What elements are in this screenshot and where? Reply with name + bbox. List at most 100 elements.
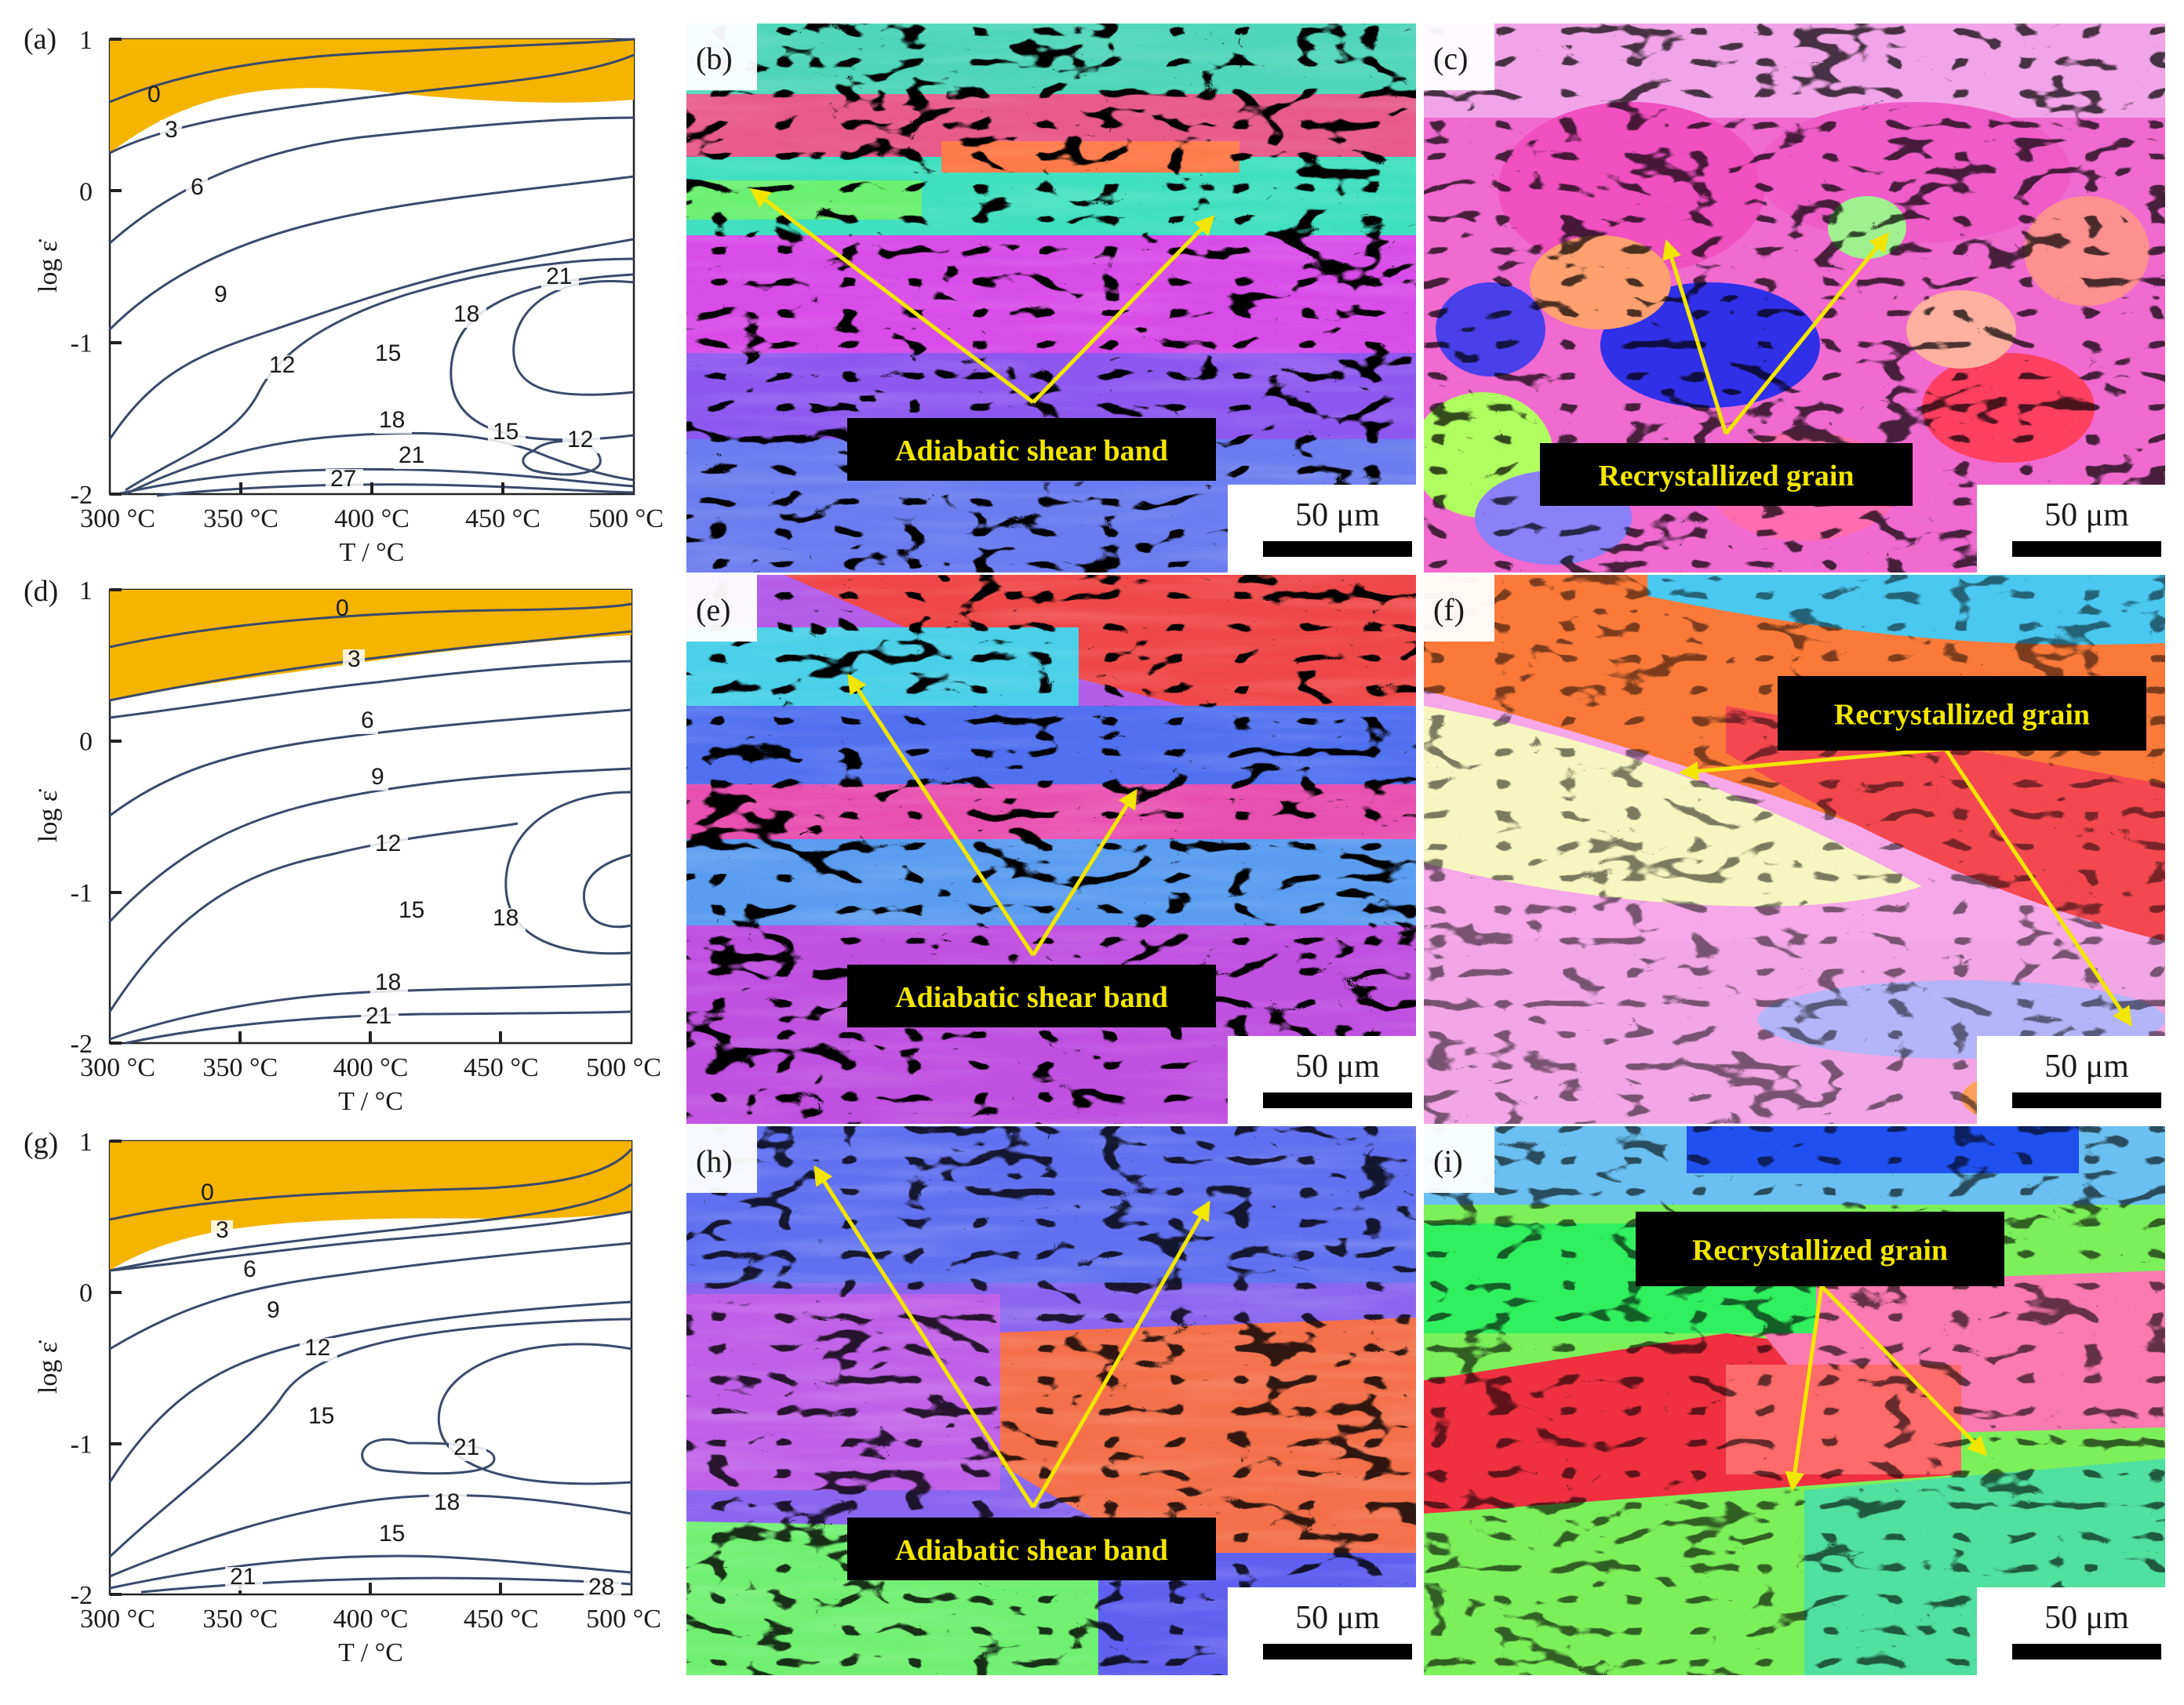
- micrograph-f: [1424, 575, 2165, 1124]
- y-tick-label: 0: [79, 1279, 93, 1308]
- contour-label: 15: [308, 1403, 334, 1429]
- y-tick-label: 1: [79, 26, 93, 55]
- x-axis-label: T / °C: [338, 1087, 403, 1116]
- contour-label: 15: [379, 1521, 405, 1547]
- micrograph-b: [686, 24, 1416, 573]
- panel-letter: (c): [1433, 41, 1468, 76]
- contour-label: 0: [201, 1180, 214, 1205]
- contour-label: 12: [567, 427, 593, 453]
- y-tick-label: 1: [79, 576, 93, 605]
- scale-bar: [1263, 1092, 1412, 1108]
- x-tick-label: 400 °C: [334, 504, 410, 533]
- contour-label: 15: [375, 340, 401, 366]
- arrows: [750, 187, 2132, 1509]
- x-tick-label: 400 °C: [333, 1605, 409, 1634]
- x-tick-label: 350 °C: [203, 504, 278, 533]
- panel-letter: (b): [696, 41, 733, 76]
- scale-bar: [2012, 1644, 2161, 1660]
- contour-label: 6: [243, 1256, 257, 1282]
- contour-label: 18: [434, 1489, 460, 1515]
- feature-label: Adiabatic shear band: [895, 981, 1168, 1014]
- y-tick-label: 0: [79, 728, 93, 757]
- x-ticks-a: [239, 482, 504, 494]
- scale-box: [1228, 1036, 1416, 1124]
- contour-label: 3: [348, 646, 361, 672]
- x-tick-label: 500 °C: [588, 504, 664, 533]
- contour-label: 9: [214, 282, 228, 307]
- contour-label: 21: [453, 1434, 479, 1460]
- contour-label: 15: [399, 897, 424, 923]
- feature-label: Recrystallized grain: [1692, 1234, 1948, 1267]
- x-tick-label: 300 °C: [80, 1053, 155, 1082]
- contour-label: 12: [269, 352, 295, 378]
- panel-letter: (g): [24, 1127, 58, 1160]
- micrograph-c: [1424, 24, 2165, 573]
- contour-label: 27: [330, 466, 356, 492]
- label-box: [847, 1518, 1216, 1580]
- y-ticks-a: [110, 38, 122, 496]
- contour-label: 12: [375, 831, 401, 856]
- contour-label: 3: [216, 1217, 229, 1243]
- contour-label: 18: [453, 301, 479, 327]
- panel-letter: (d): [24, 575, 58, 608]
- scale-box: [1228, 1587, 1416, 1675]
- y-axis-label: log ε̇: [34, 789, 63, 842]
- scale-box: [1977, 1587, 2165, 1675]
- y-axis-label: log ε̇: [34, 239, 63, 293]
- x-tick-label: 400 °C: [333, 1053, 409, 1082]
- contour-label: 9: [267, 1297, 280, 1323]
- scale-label: 50 μm: [2044, 1049, 2129, 1085]
- contour-label: 6: [191, 174, 204, 200]
- scale-label: 50 μm: [2044, 1600, 2129, 1636]
- scale-label: 50 μm: [1295, 1049, 1380, 1085]
- contour-label: 18: [379, 407, 405, 433]
- contour-label: 15: [493, 419, 519, 445]
- contour-label: 21: [399, 442, 424, 468]
- y-tick-label: -2: [71, 481, 93, 510]
- panel-letter: (h): [696, 1143, 733, 1179]
- y-tick-label: -2: [71, 1581, 93, 1610]
- x-tick-label: 500 °C: [586, 1605, 661, 1634]
- x-ticks-d: [238, 1031, 502, 1043]
- micrograph-e: [686, 575, 1416, 1124]
- x-tick-label: 450 °C: [465, 504, 541, 533]
- contour-label: 0: [147, 82, 161, 107]
- scale-bar: [2012, 541, 2161, 557]
- contour-label: 21: [230, 1564, 256, 1590]
- x-tick-label: 300 °C: [80, 1605, 155, 1634]
- y-tick-label: 0: [79, 177, 93, 206]
- y-ticks-g: [110, 1140, 122, 1596]
- contour-label: 9: [371, 764, 384, 790]
- y-tick-label: -1: [71, 878, 93, 907]
- x-axis-label: T / °C: [338, 1638, 403, 1667]
- label-box: [847, 418, 1216, 481]
- scale-bar: [2012, 1092, 2161, 1108]
- feature-label: Adiabatic shear band: [895, 1534, 1168, 1567]
- label-box: [1778, 676, 2146, 751]
- contour-label: 18: [375, 969, 401, 995]
- scale-label: 50 μm: [1295, 1600, 1380, 1636]
- label-box: [847, 965, 1216, 1027]
- feature-label: Recrystallized grain: [1598, 460, 1854, 493]
- plot-g: [108, 1140, 633, 1596]
- x-axis-label: T / °C: [340, 538, 405, 567]
- contour-label: 21: [366, 1003, 391, 1029]
- contours-d: [108, 602, 632, 1045]
- scale-box: [1228, 485, 1416, 573]
- y-tick-label: -2: [71, 1030, 93, 1059]
- x-tick-label: 500 °C: [586, 1053, 661, 1082]
- instability-region-d: [110, 590, 632, 700]
- scale-box: [1977, 1036, 2165, 1124]
- contour-label: 18: [493, 905, 519, 931]
- contour-label: 12: [304, 1335, 330, 1361]
- label-box: [1636, 1212, 2004, 1286]
- scale-label: 50 μm: [1295, 497, 1380, 533]
- x-tick-label: 350 °C: [202, 1053, 278, 1082]
- x-tick-label: 450 °C: [464, 1053, 539, 1082]
- label-box: [1540, 443, 1913, 506]
- scale-label: 50 μm: [2044, 497, 2129, 533]
- panel-letter: (f): [1433, 592, 1465, 627]
- x-tick-label: 450 °C: [464, 1605, 539, 1634]
- y-tick-label: 1: [79, 1128, 93, 1157]
